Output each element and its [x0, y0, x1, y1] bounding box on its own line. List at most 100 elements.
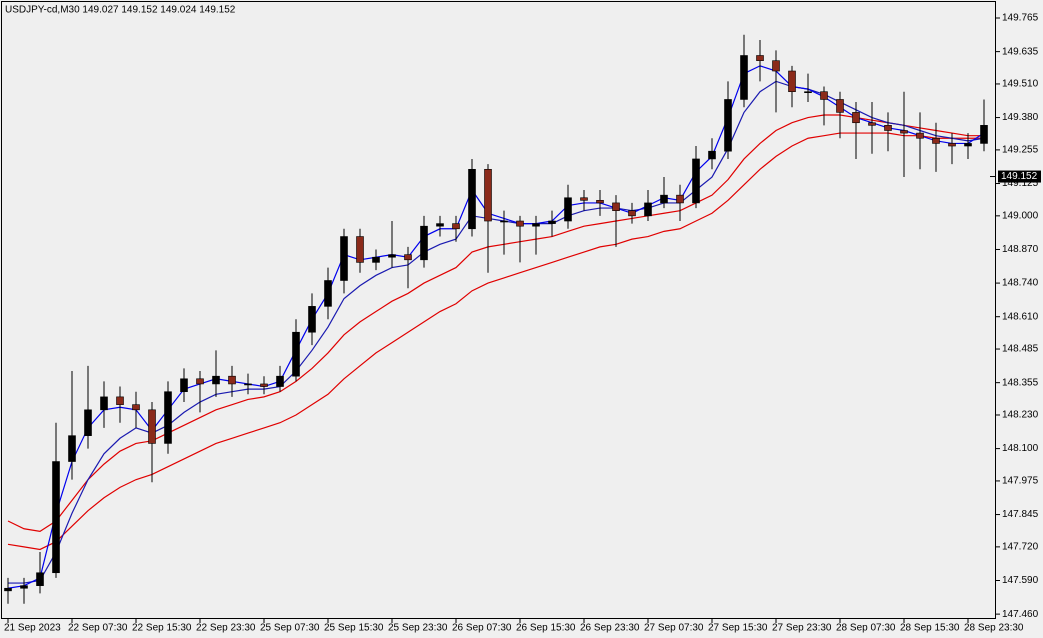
- y-tick-label: 149.510: [1002, 79, 1039, 90]
- candle-body: [756, 55, 764, 61]
- candle-body: [916, 132, 924, 139]
- chart-title: USDJPY-cd,M30 149.027 149.152 149.024 14…: [5, 5, 236, 16]
- y-tick-label: 148.610: [1002, 311, 1039, 322]
- moving-average: [7, 132, 984, 551]
- x-tick-label: 22 Sep 23:30: [196, 623, 256, 634]
- candle-body: [484, 168, 492, 222]
- x-tick-label: 25 Sep 15:30: [324, 623, 384, 634]
- candle-body: [388, 254, 396, 258]
- y-tick-label: 148.870: [1002, 244, 1039, 255]
- candle-body: [308, 306, 316, 333]
- candle-body: [644, 202, 652, 217]
- plot-area: [1, 1, 996, 619]
- candle-body: [596, 200, 604, 204]
- candle-body: [340, 236, 348, 281]
- x-tick-label: 22 Sep 07:30: [68, 623, 128, 634]
- candle-body: [116, 396, 124, 405]
- candle-body: [820, 91, 828, 100]
- candle-body: [724, 99, 732, 152]
- candle-body: [532, 223, 540, 227]
- y-tick-label: 149.380: [1002, 112, 1039, 123]
- candle-body: [148, 409, 156, 444]
- candle-body: [468, 168, 476, 230]
- candle-body: [708, 150, 716, 160]
- x-tick-label: 22 Sep 15:30: [132, 623, 192, 634]
- candle-body: [628, 210, 636, 217]
- candle-body: [980, 125, 988, 144]
- y-tick-label: 148.355: [1002, 377, 1039, 388]
- candle-body: [436, 223, 444, 227]
- candle-body: [852, 112, 860, 124]
- candle-body: [516, 220, 524, 227]
- y-tick-label: 148.740: [1002, 278, 1039, 289]
- candle-body: [772, 60, 780, 72]
- candle-body: [660, 194, 668, 204]
- candle-body: [964, 143, 972, 147]
- x-tick-label: 21 Sep 2023: [4, 623, 61, 634]
- candle-body: [276, 375, 284, 387]
- current-price-label: 149.152: [1001, 171, 1038, 182]
- candle-body: [36, 572, 44, 586]
- candle-body: [292, 331, 300, 377]
- candle-body: [740, 55, 748, 100]
- candle-body: [180, 378, 188, 393]
- x-tick-label: 25 Sep 07:30: [260, 623, 320, 634]
- x-tick-label: 28 Sep 15:30: [900, 623, 960, 634]
- x-tick-label: 25 Sep 23:30: [388, 623, 448, 634]
- candle-body: [356, 236, 364, 263]
- candle-body: [420, 225, 428, 261]
- candle-body: [404, 254, 412, 261]
- y-tick-label: 147.975: [1002, 476, 1039, 487]
- y-tick-label: 147.845: [1002, 509, 1039, 520]
- x-tick-label: 27 Sep 15:30: [708, 623, 768, 634]
- candle-body: [372, 256, 380, 263]
- y-tick-label: 148.100: [1002, 443, 1039, 454]
- candle-body: [580, 197, 588, 201]
- y-tick-label: 147.720: [1002, 542, 1039, 553]
- candle-body: [52, 461, 60, 574]
- y-tick-label: 149.635: [1002, 46, 1039, 57]
- x-tick-label: 28 Sep 23:30: [964, 623, 1024, 634]
- candle-body: [4, 587, 12, 592]
- candle-body: [84, 409, 92, 436]
- x-tick-label: 26 Sep 15:30: [516, 623, 576, 634]
- candle-body: [676, 194, 684, 204]
- candle-body: [500, 220, 508, 223]
- candle-body: [564, 197, 572, 222]
- candle-body: [836, 99, 844, 113]
- candle-body: [100, 396, 108, 411]
- candle-body: [548, 220, 556, 224]
- y-tick-label: 149.125: [1002, 178, 1039, 189]
- candle-body: [612, 202, 620, 211]
- candle-body: [884, 125, 892, 131]
- x-tick-label: 27 Sep 23:30: [772, 623, 832, 634]
- candle-body: [132, 404, 140, 411]
- x-tick-label: 26 Sep 07:30: [452, 623, 512, 634]
- candle-body: [260, 383, 268, 387]
- candle-body: [932, 137, 940, 144]
- x-tick-label: 28 Sep 07:30: [836, 623, 896, 634]
- candle-body: [324, 280, 332, 307]
- candle-body: [196, 378, 204, 385]
- candle-body: [804, 91, 812, 94]
- y-tick-label: 147.460: [1002, 609, 1039, 620]
- candle-body: [900, 130, 908, 134]
- candle-body: [868, 122, 876, 126]
- y-tick-label: 149.000: [1002, 210, 1039, 221]
- candle-body: [228, 375, 236, 385]
- candle-body: [212, 375, 220, 385]
- x-tick-label: 26 Sep 23:30: [580, 623, 640, 634]
- candle-body: [68, 435, 76, 462]
- y-tick-label: 148.485: [1002, 344, 1039, 355]
- y-tick-label: 149.765: [1002, 13, 1039, 24]
- candle-body: [948, 143, 956, 147]
- candle-body: [164, 391, 172, 444]
- current-price-box: [998, 170, 1041, 183]
- y-tick-label: 148.230: [1002, 410, 1039, 421]
- candle-body: [692, 158, 700, 204]
- y-tick-label: 147.590: [1002, 575, 1039, 586]
- candle-body: [20, 585, 28, 589]
- x-tick-label: 27 Sep 07:30: [644, 623, 704, 634]
- candle-body: [244, 383, 252, 386]
